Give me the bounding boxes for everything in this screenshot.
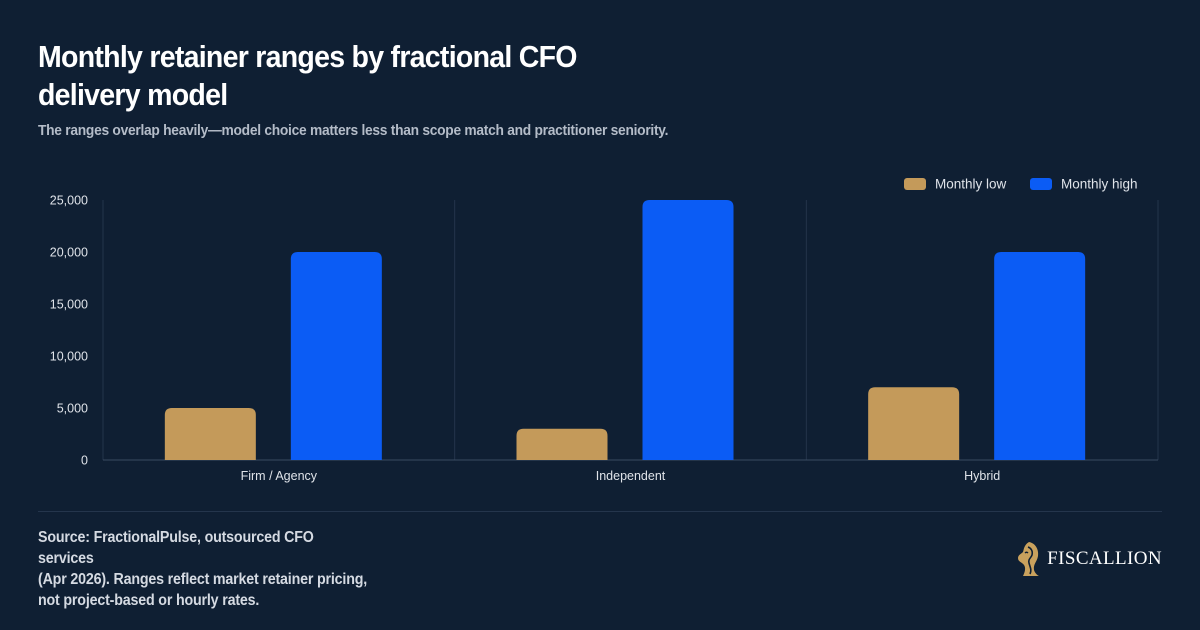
bar-monthly-low [868,387,960,460]
legend-swatch-low [904,178,926,190]
chart-subtitle: The ranges overlap heavily—model choice … [38,122,669,139]
x-category-label: Hybrid [964,469,1000,483]
chart-title: Monthly retainer ranges by fractional CF… [38,39,577,112]
bar-monthly-low [516,428,608,460]
x-category-label: Firm / Agency [241,469,318,483]
y-tick-label: 15,000 [50,298,88,312]
footer-divider [38,511,1162,512]
bar-monthly-low [164,408,256,460]
source-line: (Apr 2026). Ranges reflect market retain… [38,571,368,588]
bar-monthly-high [994,252,1086,460]
legend-swatch-high [1030,178,1052,190]
brand-name: FISCALLION [1047,548,1162,569]
bar-monthly-high [290,252,382,460]
source-line: Source: FractionalPulse, outsourced CFO … [38,529,314,567]
y-tick-label: 20,000 [50,246,88,260]
source-line: not project-based or hourly rates. [38,592,260,609]
horse-head-logo-icon [1018,542,1040,576]
y-tick-label: 0 [81,454,88,468]
y-tick-label: 10,000 [50,350,88,364]
bar-monthly-high [642,200,734,460]
x-category-label: Independent [596,469,666,483]
brand-logo: FISCALLION [1015,540,1162,578]
bar-chart: 0 5,000 10,000 15,000 20,000 25,000 Firm / Age… [50,177,1159,483]
y-tick-label: 5,000 [57,402,88,416]
source-note: Source: FractionalPulse, outsourced CFO … [38,527,369,611]
legend-label: Monthly low [935,177,1007,192]
legend-label: Monthly high [1061,177,1138,192]
y-tick-label: 25,000 [50,194,88,208]
